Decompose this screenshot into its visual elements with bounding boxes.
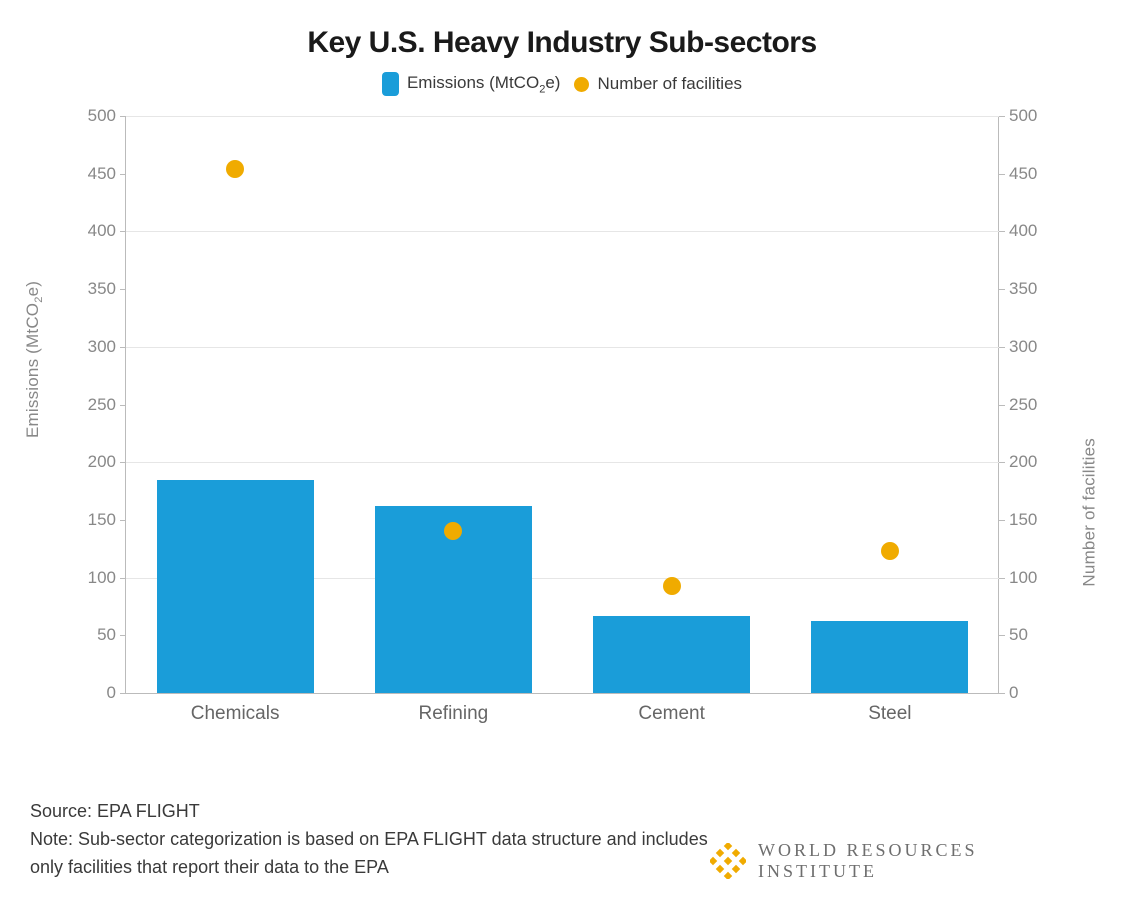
y-tickmark-left: [120, 693, 126, 694]
y-tickmark-right: [999, 289, 1005, 290]
note-line: Note: Sub-sector categorization is based…: [30, 826, 710, 882]
gridline: [126, 231, 999, 232]
x-category-label: Refining: [419, 693, 489, 725]
y-tickmark-left: [120, 347, 126, 348]
legend-swatch-dot: [574, 77, 589, 92]
y-tickmark-right: [999, 693, 1005, 694]
y-tickmark-left: [120, 635, 126, 636]
y-tickmark-right: [999, 116, 1005, 117]
y-tickmark-left: [120, 405, 126, 406]
y-tickmark-right: [999, 578, 1005, 579]
y-tickmark-left: [120, 520, 126, 521]
y-tickmark-right: [999, 462, 1005, 463]
bar-chemicals: [157, 480, 314, 693]
y-tickmark-right: [999, 635, 1005, 636]
footnotes: Source: EPA FLIGHT Note: Sub-sector cate…: [30, 798, 710, 882]
x-category-label: Cement: [638, 693, 705, 725]
dot-cement: [663, 577, 681, 595]
legend-label-facilities: Number of facilities: [597, 74, 742, 94]
y-tickmark-left: [120, 578, 126, 579]
plot-area: 0050501001001501502002002502503003003503…: [125, 116, 999, 694]
y-tickmark-left: [120, 116, 126, 117]
y-tickmark-right: [999, 231, 1005, 232]
dot-chemicals: [226, 160, 244, 178]
attribution: World Resources Institute: [710, 840, 1094, 882]
source-line: Source: EPA FLIGHT: [30, 798, 710, 826]
chart-title: Key U.S. Heavy Industry Sub-sectors: [30, 26, 1094, 60]
chart-container: Key U.S. Heavy Industry Sub-sectors Emis…: [0, 0, 1124, 902]
y-tickmark-left: [120, 231, 126, 232]
footer: Source: EPA FLIGHT Note: Sub-sector cate…: [30, 798, 1094, 882]
attribution-text: World Resources Institute: [758, 840, 1094, 882]
gridline: [126, 116, 999, 117]
legend-swatch-bar: [382, 72, 399, 96]
bar-steel: [811, 621, 968, 693]
y-axis-label-right: Number of facilities: [1080, 438, 1100, 587]
wri-logo-icon: [710, 843, 746, 879]
x-category-label: Chemicals: [191, 693, 280, 725]
y-tickmark-right: [999, 405, 1005, 406]
gridline: [126, 347, 999, 348]
chart-area: Emissions (MtCO2e) Number of facilities …: [30, 108, 1094, 768]
dot-refining: [444, 522, 462, 540]
y-tickmark-right: [999, 174, 1005, 175]
y-tickmark-left: [120, 289, 126, 290]
bar-cement: [593, 616, 750, 693]
wri-logo-svg: [710, 843, 746, 879]
dot-steel: [881, 542, 899, 560]
y-tickmark-left: [120, 174, 126, 175]
legend-label-emissions: Emissions (MtCO2e): [407, 73, 561, 95]
legend: Emissions (MtCO2e) Number of facilities: [30, 72, 1094, 96]
x-category-label: Steel: [868, 693, 911, 725]
legend-item-emissions: Emissions (MtCO2e): [382, 72, 561, 96]
y-tickmark-left: [120, 462, 126, 463]
y-tickmark-right: [999, 347, 1005, 348]
y-tickmark-right: [999, 520, 1005, 521]
gridline: [126, 462, 999, 463]
y-axis-label-left: Emissions (MtCO2e): [23, 281, 45, 438]
legend-item-facilities: Number of facilities: [574, 74, 742, 94]
